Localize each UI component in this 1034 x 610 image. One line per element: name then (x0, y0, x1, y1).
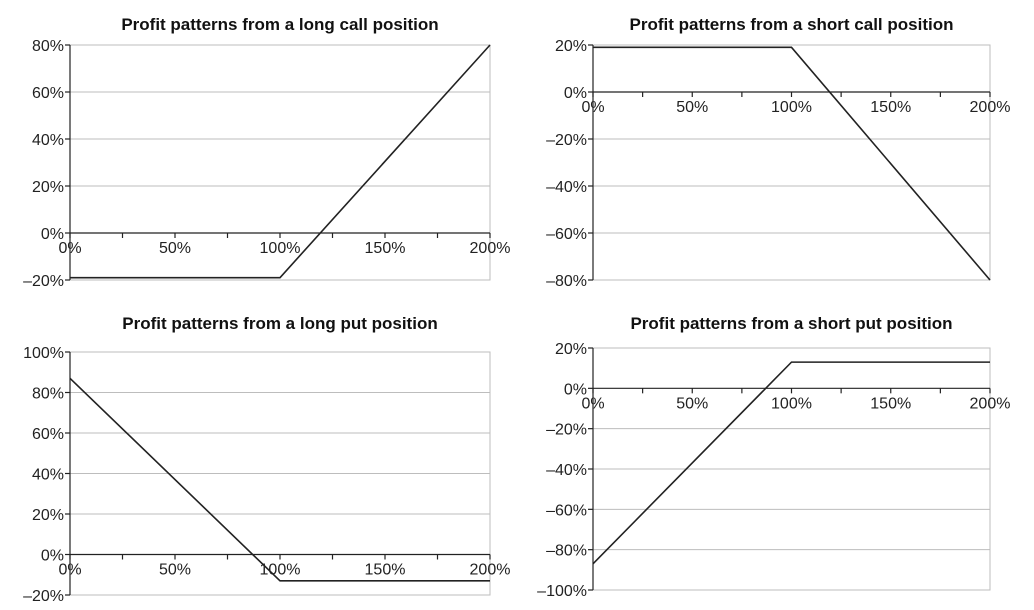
series-line (593, 46, 991, 281)
x-tick-label: 100% (260, 240, 301, 257)
x-tick-label: 150% (365, 562, 406, 579)
x-tick-label: 200% (970, 99, 1011, 116)
y-tick-label: 20% (555, 341, 587, 358)
y-tick-label: 0% (564, 381, 587, 398)
chart-title: Profit patterns from a long put position (122, 314, 437, 333)
y-tick-label: 20% (32, 179, 64, 196)
x-tick-label: 100% (771, 395, 812, 412)
chart-title: Profit patterns from a short put positio… (630, 314, 952, 333)
series-line (70, 44, 491, 279)
x-tick-label: 200% (970, 395, 1011, 412)
y-tick-label: 40% (32, 467, 64, 484)
y-tick-label: 20% (32, 507, 64, 524)
x-tick-label: 100% (771, 99, 812, 116)
y-tick-label: –40% (546, 179, 587, 196)
x-tick-label: 0% (581, 395, 604, 412)
y-tick-label: –40% (546, 462, 587, 479)
y-tick-label: –20% (23, 588, 64, 605)
chart-panel-2: 20% 0% –20% –40% –60% –80% 0% 50% 100% 150% 200% Pr… (546, 15, 1010, 290)
x-tick-label: 0% (58, 562, 81, 579)
x-tick-label: 0% (58, 240, 81, 257)
x-tick-label: 50% (159, 562, 191, 579)
x-tick-label: 150% (365, 240, 406, 257)
chart-title: Profit patterns from a short call positi… (630, 15, 954, 34)
x-tick-label: 200% (470, 562, 511, 579)
x-tick-label: 50% (676, 395, 708, 412)
y-tick-label: 80% (32, 386, 64, 403)
y-tick-label: –20% (546, 422, 587, 439)
x-tick-label: 150% (870, 395, 911, 412)
x-tick-label: 200% (470, 240, 511, 257)
y-tick-label: –20% (23, 273, 64, 290)
chart-panel-4: 20% 0% –20% –40% –60% –80% –100% 0% 50% 100% 150% 2… (537, 314, 1010, 600)
y-tick-label: 0% (41, 548, 64, 565)
series-line (69, 377, 490, 582)
series-line (592, 361, 990, 565)
y-tick-label: –60% (546, 502, 587, 519)
x-tick-label: 0% (581, 99, 604, 116)
y-tick-label: 0% (564, 85, 587, 102)
y-tick-label: 100% (23, 345, 64, 362)
y-tick-label: –80% (546, 543, 587, 560)
y-tick-label: 60% (32, 85, 64, 102)
x-tick-label: 50% (676, 99, 708, 116)
y-tick-label: –60% (546, 226, 587, 243)
y-tick-label: 20% (555, 38, 587, 55)
y-tick-label: 60% (32, 426, 64, 443)
y-tick-label: 40% (32, 132, 64, 149)
y-tick-label: 80% (32, 38, 64, 55)
y-tick-label: –80% (546, 273, 587, 290)
y-tick-label: 0% (41, 226, 64, 243)
x-tick-label: 150% (870, 99, 911, 116)
chart-title: Profit patterns from a long call positio… (121, 15, 438, 34)
y-tick-label: –20% (546, 132, 587, 149)
chart-panel-3: 100% 80% 60% 40% 20% 0% –20% 0% 50% 100% 150% 200% P… (23, 314, 510, 605)
y-tick-label: –100% (537, 583, 587, 600)
plot-frame (592, 44, 991, 281)
x-tick-label: 100% (260, 562, 301, 579)
x-tick-label: 50% (159, 240, 191, 257)
chart-panel-1: 80% 60% 40% 20% 0% –20% 0% 50% 100% 150% 200% Profi… (23, 15, 510, 290)
